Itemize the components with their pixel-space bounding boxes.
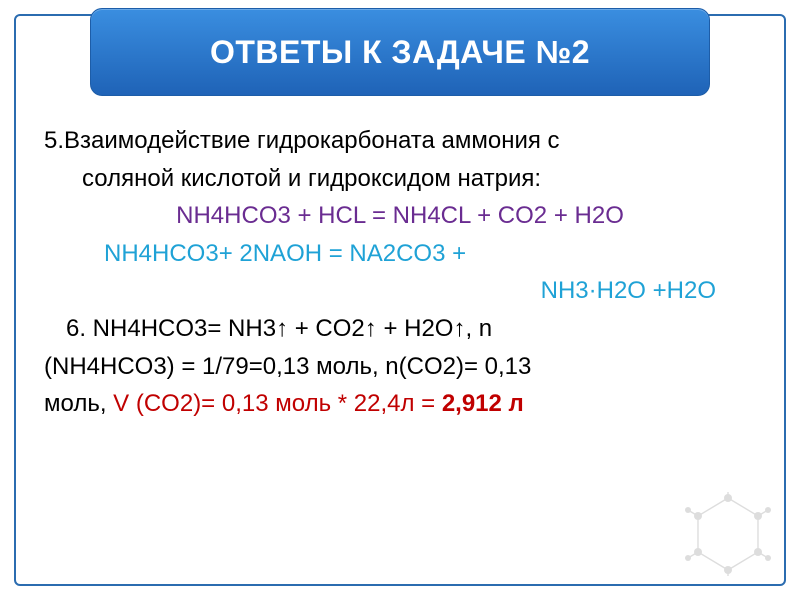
- intro-line-1: 5.Взаимодействие гидрокарбоната аммония …: [44, 124, 756, 158]
- equation-3-line-3: моль, V (CO2)= 0,13 моль * 22,4л = 2,912…: [44, 387, 756, 421]
- eq3-result: 2,912 л: [442, 390, 524, 417]
- equation-3-line-2: (NH4HCO3) = 1/79=0,13 моль, n(CO2)= 0,13: [44, 350, 756, 384]
- eq3-red: V (CO2)= 0,13 моль * 22,4л =: [113, 390, 442, 417]
- equation-3-line-1: 6. NH4HCO3= NH3↑ + CO2↑ + H2O↑, n: [44, 312, 756, 346]
- equation-2-line-1: NH4HCO3+ 2NAOH = NA2CO3 +: [44, 237, 756, 271]
- slide-title: ОТВЕТЫ К ЗАДАЧЕ №2: [210, 34, 590, 71]
- intro-line-2: соляной кислотой и гидроксидом натрия:: [44, 162, 756, 196]
- slide-body: 5.Взаимодействие гидрокарбоната аммония …: [44, 124, 756, 564]
- molecule-icon: [680, 492, 776, 576]
- equation-2-line-2: NH3·H2O +H2O: [44, 274, 756, 308]
- slide-frame: ОТВЕТЫ К ЗАДАЧЕ №2 5.Взаимодействие гидр…: [14, 14, 786, 586]
- title-bar: ОТВЕТЫ К ЗАДАЧЕ №2: [90, 8, 710, 96]
- eq3-prefix: моль,: [44, 390, 113, 417]
- equation-1: NH4HCO3 + HCL = NH4CL + CO2 + H2O: [44, 199, 756, 233]
